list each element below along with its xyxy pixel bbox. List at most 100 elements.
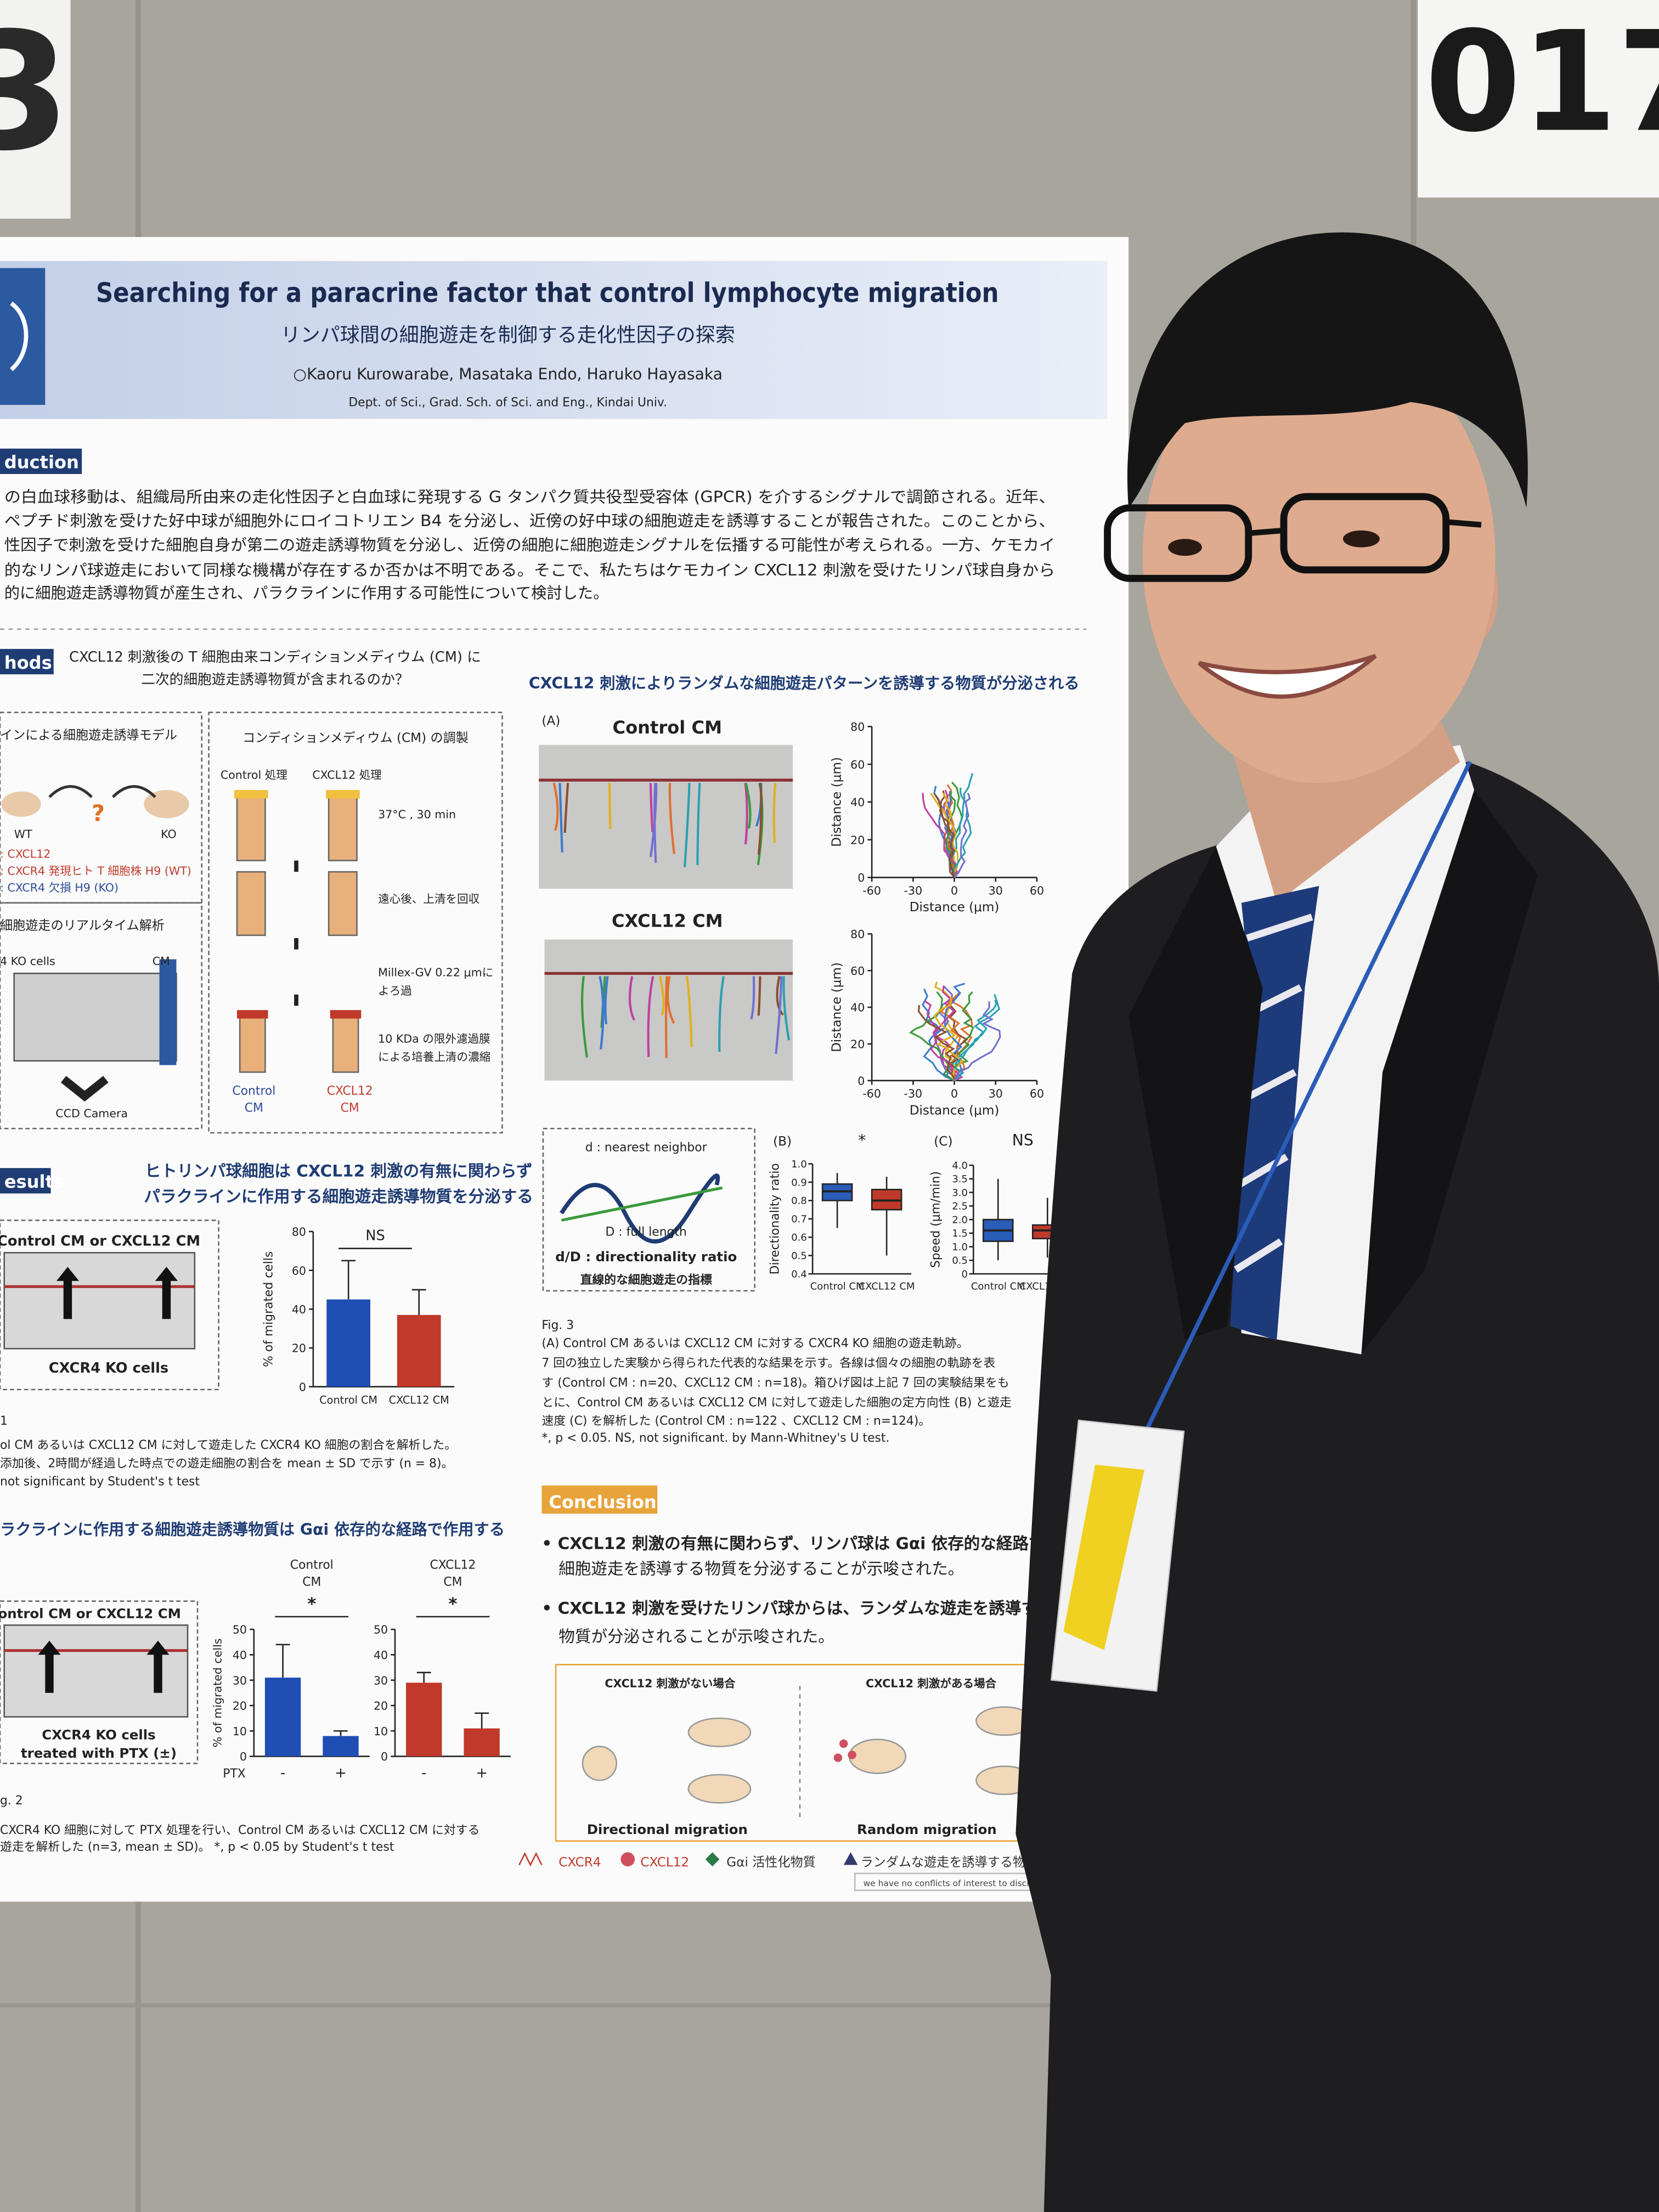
poster-text: パラクラインに作用する細胞遊走誘導物質を分泌する bbox=[144, 1187, 533, 1206]
chamber-drawings bbox=[3, 1252, 196, 1718]
poster-text: CXCR4 KO cells bbox=[49, 1360, 168, 1376]
y-tick-label: 10 bbox=[233, 1725, 247, 1738]
micrograph-track bbox=[668, 783, 675, 854]
y-tick-label: 1.5 bbox=[952, 1228, 968, 1239]
micrograph-track bbox=[750, 976, 755, 1020]
poster-content: 017 Searching for a paracrine factor that… bbox=[0, 2, 1659, 1888]
section-heading: hods bbox=[4, 652, 52, 673]
trajectory bbox=[930, 985, 963, 1082]
x-tick-label: - bbox=[421, 1765, 426, 1781]
ratio-diagram bbox=[561, 1186, 723, 1222]
poster-text: WT bbox=[14, 827, 32, 840]
micrograph-track bbox=[647, 975, 654, 1057]
x-tick-label: 60 bbox=[1030, 1087, 1044, 1101]
intro-line: ペプチド刺激を受けた好中球が細胞外にロイコトリエン B4 を分泌し、近傍の好中球… bbox=[4, 512, 1056, 530]
x-tick-label: - bbox=[280, 1765, 285, 1781]
micrograph-track bbox=[696, 783, 701, 865]
y-tick-label: 40 bbox=[292, 1303, 306, 1316]
left-card-clip: 3 bbox=[0, 0, 71, 187]
x-tick-label: 0 bbox=[951, 884, 958, 897]
y-tick-label: 0 bbox=[381, 1750, 388, 1763]
poster-text: : CXCL12 bbox=[0, 847, 50, 860]
y-tick-label: 0 bbox=[857, 1074, 865, 1087]
y-axis-label: Speed (μm/min) bbox=[929, 1171, 943, 1268]
poster-text: による培養上清の濃縮 bbox=[378, 1051, 490, 1064]
y-tick-label: 0 bbox=[240, 1750, 247, 1763]
y-tick-label: 40 bbox=[850, 796, 865, 809]
y-axis-label: Directionality ratio bbox=[768, 1163, 782, 1274]
micrograph-track bbox=[776, 976, 784, 1016]
panel-title: CXCL12 CM bbox=[612, 910, 723, 931]
caption: 1 bbox=[0, 1414, 8, 1428]
trajectory bbox=[934, 793, 956, 878]
x-tick-label: + bbox=[476, 1765, 488, 1781]
logo-mark bbox=[9, 301, 29, 371]
x-tick-label: + bbox=[335, 1765, 347, 1781]
micrograph-track bbox=[558, 783, 563, 853]
error-bar bbox=[416, 1672, 431, 1683]
y-tick-label: 10 bbox=[374, 1725, 388, 1738]
poster-text: Millex-GV 0.22 μmに bbox=[378, 966, 493, 979]
x-tick-label: -30 bbox=[904, 1087, 923, 1101]
y-tick-label: 0.7 bbox=[791, 1214, 807, 1225]
poster-text: Control bbox=[232, 1084, 275, 1098]
micrograph-track bbox=[580, 976, 589, 1058]
section-heading: Conclusion bbox=[549, 1492, 657, 1513]
poster-text: 細胞遊走を誘導する物質を分泌することが示唆された。 bbox=[558, 1560, 964, 1578]
poster-text: (A) bbox=[541, 714, 560, 729]
section-heading: esults bbox=[4, 1171, 64, 1192]
y-tick-label: 20 bbox=[292, 1342, 306, 1355]
micrograph-track bbox=[664, 976, 668, 1058]
poster-text: ? bbox=[92, 800, 105, 827]
y-tick-label: 50 bbox=[233, 1623, 247, 1637]
poster-text: * bbox=[448, 1594, 457, 1614]
x-tick-label: -60 bbox=[862, 884, 881, 897]
error-bar bbox=[411, 1289, 426, 1315]
y-tick-label: 60 bbox=[850, 758, 865, 771]
poster-text: CM bbox=[153, 955, 170, 968]
intro-line: 的なリンパ球遊走において同様な機構が存在するか否かは不明である。そこで、私たちは… bbox=[4, 561, 1056, 579]
poster-text: ラクラインに作用する細胞遊走誘導物質は Gαi 依存的な経路で作用する bbox=[0, 1521, 505, 1539]
y-tick-label: 0 bbox=[962, 1268, 968, 1280]
poster-text: CXCL12 bbox=[327, 1084, 373, 1098]
y-tick-label: 4.0 bbox=[952, 1160, 968, 1171]
bar bbox=[464, 1728, 500, 1757]
board-number: 3 bbox=[0, 0, 71, 187]
trajectory bbox=[944, 983, 966, 1081]
poster-text: treated with PTX (±) bbox=[21, 1745, 177, 1761]
x-tick-label: CXCL12 CM bbox=[389, 1394, 449, 1407]
poster-text: 物質が分泌されることが示唆された。 bbox=[558, 1627, 834, 1646]
wall-seam bbox=[0, 2003, 1659, 2008]
micrograph-track bbox=[667, 976, 675, 1024]
legend-entry: Gαi 活性化物質 bbox=[726, 1855, 816, 1870]
micrograph-track bbox=[757, 976, 761, 1016]
title-banner bbox=[0, 261, 1108, 419]
error-bar bbox=[475, 1712, 489, 1729]
section-tag bbox=[0, 448, 82, 474]
dashed-boxes bbox=[0, 712, 755, 1764]
poster-text: • CXCL12 刺激の有無に関わらず、リンパ球は Gαi 依存的な経路で bbox=[541, 1534, 1045, 1553]
y-tick-label: 3.5 bbox=[952, 1173, 968, 1185]
y-tick-label: 0.5 bbox=[952, 1255, 968, 1267]
y-tick-label: 0.5 bbox=[791, 1250, 807, 1262]
caption: ol CM あるいは CXCL12 CM に対して遊走した CXCR4 KO 細… bbox=[0, 1438, 456, 1452]
bar bbox=[326, 1299, 370, 1387]
poster-text: NS bbox=[1012, 1131, 1034, 1149]
micrograph-track bbox=[782, 976, 791, 1041]
poster-text: (B) bbox=[773, 1135, 792, 1149]
y-tick-label: 80 bbox=[292, 1226, 306, 1239]
x-tick-label: 60 bbox=[1030, 884, 1044, 897]
x-tick-label: CXCL12 CM bbox=[859, 1280, 915, 1292]
poster-text: Control CM or CXCL12 CM bbox=[0, 1605, 181, 1621]
y-tick-label: 20 bbox=[850, 833, 865, 847]
summary-drawings bbox=[582, 1706, 1034, 1804]
poster-text: CCD Camera bbox=[55, 1107, 128, 1120]
poster-text: NS bbox=[365, 1227, 385, 1244]
poster-text: CM bbox=[302, 1575, 321, 1589]
trajectory bbox=[953, 1001, 1001, 1081]
poster-text: Random migration bbox=[857, 1821, 997, 1837]
y-tick-label: 0 bbox=[299, 1380, 306, 1393]
micrograph-track bbox=[604, 976, 609, 1025]
error-bar bbox=[334, 1730, 348, 1736]
x-tick-label: 30 bbox=[989, 884, 1003, 897]
